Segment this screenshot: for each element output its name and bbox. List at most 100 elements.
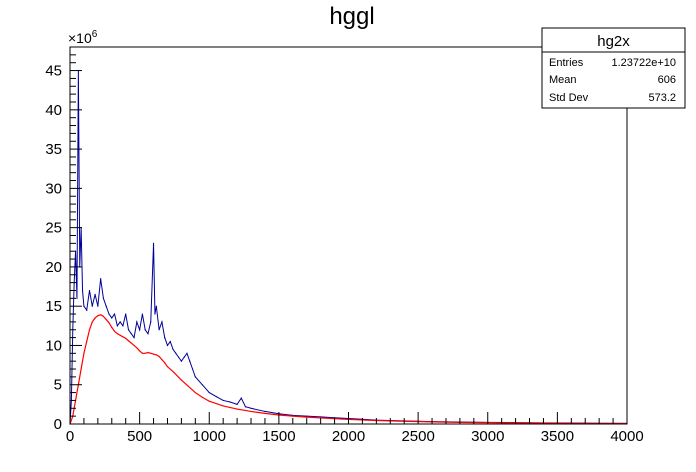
stat-mean-label: Mean: [549, 74, 577, 86]
series-1-point-41: [208, 400, 210, 402]
stats-box: hg2x Entries 1.23722e+10 Mean 606 Std De…: [541, 27, 686, 109]
series-1-point-29: [150, 352, 152, 354]
series-1-point-45: [264, 412, 266, 414]
x-tick-label: 1000: [193, 428, 226, 445]
series-0-point-51: [194, 376, 196, 378]
stat-stddev-label: Std Dev: [549, 92, 589, 104]
series-1-point-25: [139, 350, 141, 352]
series-1-point-20: [125, 337, 127, 339]
x-tick-label: 3500: [541, 428, 574, 445]
series-0-point-21: [113, 313, 116, 315]
series-0-point-29: [136, 321, 138, 323]
series-0-point-33: [147, 333, 149, 335]
series-1-point-17: [116, 333, 118, 335]
series-0-point-49: [189, 360, 191, 362]
stat-mean-value: 606: [658, 74, 676, 86]
series-0-point-11: [86, 309, 88, 311]
series-1-point-15: [111, 326, 113, 328]
series-0-point-56: [229, 401, 231, 403]
series-0-point-64: [306, 415, 308, 417]
series-1-point-5: [83, 352, 85, 354]
stat-entries-label: Entries: [549, 57, 584, 69]
series-0-point-45: [178, 356, 180, 358]
series-0-point-13: [91, 305, 93, 307]
y-tick-label: 15: [45, 298, 62, 315]
series-1-point-4: [80, 368, 82, 370]
series-1-point-28: [147, 351, 149, 354]
series-0-point-59: [244, 406, 247, 408]
series-0-point-46: [180, 360, 182, 362]
series-0-point-27: [130, 333, 132, 335]
y-axis: 0 5 10 15 20 25 30 35 40 45: [45, 46, 82, 433]
series-0-point-20: [111, 317, 113, 319]
series-0-point-50: [191, 368, 194, 370]
series-0-point-57: [236, 403, 238, 405]
series-1-point-43: [236, 408, 238, 410]
series-1-point-18: [119, 334, 121, 336]
y-tick-label: 10: [45, 337, 62, 354]
series-0-point-5: [76, 297, 78, 299]
stat-stddev-value: 573.2: [648, 92, 676, 104]
y-tick-label: 35: [45, 141, 62, 158]
series-1-point-8: [91, 321, 93, 323]
series-0-point-44: [175, 352, 177, 354]
x-tick-label: 2500: [401, 428, 434, 445]
chart-title: hggl: [329, 3, 374, 30]
series-1-point-33: [161, 359, 163, 361]
series-1-point-48: [306, 416, 308, 418]
y-tick-label: 25: [45, 220, 62, 237]
series-0-point-17: [102, 297, 105, 299]
series-0-point-47: [183, 356, 185, 358]
series-0-point-48: [186, 352, 188, 354]
series-1-point-39: [194, 391, 196, 394]
stat-entries-value: 1.23722e+10: [611, 57, 676, 69]
series-0-point-38: [158, 329, 160, 331]
x-tick-label: 2000: [332, 428, 365, 445]
series-0-point-16: [100, 278, 102, 280]
y-tick-label: 20: [45, 259, 62, 276]
x-tick-label: 0: [66, 428, 74, 445]
series-0-point-31: [141, 313, 144, 315]
series-0-point-15: [97, 305, 99, 307]
series-1-point-38: [187, 385, 189, 387]
series-1-point-7: [88, 329, 91, 331]
series-0-point-10: [83, 305, 85, 307]
series-1-point-31: [155, 354, 157, 356]
series-0-point-14: [94, 293, 96, 296]
series-1-point-40: [201, 396, 203, 398]
series-0-point-43: [172, 348, 174, 350]
series-1-point-44: [250, 410, 252, 413]
series-1-point-12: [102, 315, 105, 317]
series-0-point-35: [152, 242, 155, 244]
series-0-point-36: [154, 313, 156, 315]
series-1-point-30: [152, 353, 155, 355]
series-1-point-35: [166, 366, 169, 368]
series-1-point-34: [164, 362, 166, 364]
series-0-point-52: [201, 384, 203, 386]
stats-box-title: hg2x: [597, 33, 630, 50]
series-0-point-53: [208, 391, 210, 394]
series-0-point-23: [119, 321, 121, 323]
series-1-point-21: [127, 340, 130, 342]
series-1-point-9: [94, 317, 96, 319]
series-0-point-22: [116, 325, 118, 327]
series-0-point-18: [105, 305, 107, 307]
y-tick-label: 0: [54, 416, 62, 433]
series-0-point-25: [125, 313, 127, 315]
series-0-point-58: [240, 397, 242, 399]
series-0-point-37: [155, 305, 157, 307]
x-tick-label: 500: [127, 428, 152, 445]
series-0-point-42: [169, 340, 171, 343]
series-0-point-41: [166, 344, 169, 347]
x-axis: 0 500 1000 1500 2000 2500 3000 3500 4000: [66, 412, 644, 445]
series-1-point-6: [86, 340, 88, 343]
series-1-point-36: [173, 372, 176, 374]
series-1-point-14: [108, 322, 110, 324]
series-1-point-26: [141, 352, 144, 354]
series-0-point-9: [81, 289, 84, 292]
series-1-point-11: [100, 314, 102, 316]
x-tick-label: 1500: [262, 428, 295, 445]
series-0-point-24: [122, 325, 124, 327]
series-1-point-23: [133, 344, 135, 347]
